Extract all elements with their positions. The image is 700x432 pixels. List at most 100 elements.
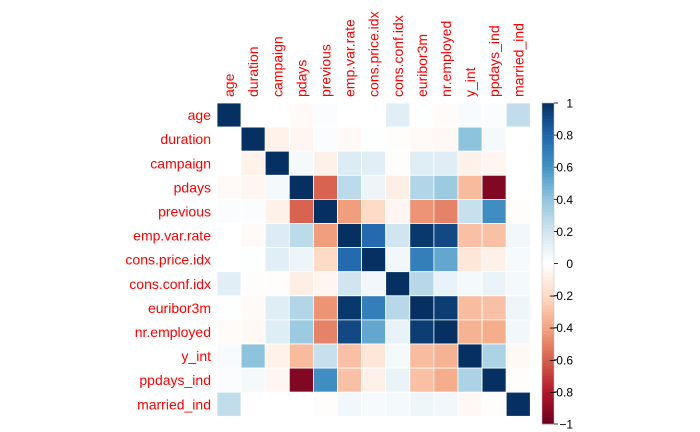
heatmap-cell-y_int-emp.var.rate xyxy=(337,343,363,369)
heatmap-cell-cons.price.idx-ppdays_ind xyxy=(481,247,507,273)
heatmap-cell-nr.employed-age xyxy=(216,319,242,345)
heatmap-cell-nr.employed-duration xyxy=(240,319,266,345)
colorbar-segment xyxy=(542,250,554,255)
colorbar-segment xyxy=(542,176,554,181)
heatmap-cell-age-euribor3m xyxy=(409,102,435,128)
colorbar-segment xyxy=(542,205,554,210)
heatmap-cell-campaign-married_ind xyxy=(505,150,531,176)
column-label-nr.employed: nr.employed xyxy=(438,21,454,97)
heatmap-cell-y_int-y_int xyxy=(457,343,483,369)
heatmap-cell-y_int-cons.conf.idx xyxy=(385,343,411,369)
column-label-emp.var.rate: emp.var.rate xyxy=(342,19,358,97)
row-label-ppdays_ind: ppdays_ind xyxy=(139,372,211,388)
colorbar-segment xyxy=(542,119,554,123)
colorbar-segment xyxy=(542,221,554,226)
heatmap-cell-age-married_ind xyxy=(505,102,531,128)
heatmap-cell-emp.var.rate-cons.conf.idx xyxy=(385,223,411,249)
colorbar-segment xyxy=(542,420,554,425)
colorbar-segment xyxy=(542,311,554,316)
colorbar-segment xyxy=(542,324,554,328)
heatmap-cell-euribor3m-previous xyxy=(312,295,338,321)
heatmap-cell-emp.var.rate-euribor3m xyxy=(409,223,435,249)
heatmap-cell-cons.conf.idx-married_ind xyxy=(505,271,531,297)
colorbar-segment xyxy=(542,163,554,168)
heatmap-cell-ppdays_ind-euribor3m xyxy=(409,367,435,393)
heatmap-cell-pdays-emp.var.rate xyxy=(337,174,363,200)
heatmap-cell-cons.price.idx-duration xyxy=(240,247,266,273)
colorbar-segment xyxy=(542,298,554,303)
heatmap-cell-age-campaign xyxy=(264,102,290,128)
heatmap-cell-age-ppdays_ind xyxy=(481,102,507,128)
heatmap-cell-campaign-cons.price.idx xyxy=(361,150,387,176)
row-label-campaign: campaign xyxy=(150,155,211,171)
heatmap-cell-cons.conf.idx-nr.employed xyxy=(433,271,459,297)
heatmap-cell-previous-previous xyxy=(312,198,338,224)
colorbar-segment xyxy=(542,388,554,393)
heatmap-cell-married_ind-nr.employed xyxy=(433,391,459,417)
colorbar-segment xyxy=(542,247,554,251)
heatmap-cell-duration-y_int xyxy=(457,126,483,152)
heatmap-cell-emp.var.rate-age xyxy=(216,223,242,249)
heatmap-cell-euribor3m-pdays xyxy=(288,295,314,321)
heatmap-cell-cons.conf.idx-cons.price.idx xyxy=(361,271,387,297)
colorbar-segment xyxy=(542,273,554,277)
heatmap-cell-age-cons.conf.idx xyxy=(385,102,411,128)
heatmap-cell-age-duration xyxy=(240,102,266,128)
heatmap-cell-y_int-ppdays_ind xyxy=(481,343,507,369)
heatmap-cell-pdays-duration xyxy=(240,174,266,200)
colorbar-segment xyxy=(542,157,554,162)
heatmap-cell-euribor3m-emp.var.rate xyxy=(337,295,363,321)
heatmap-cell-married_ind-emp.var.rate xyxy=(337,391,363,417)
colorbar-segment xyxy=(542,308,554,312)
row-label-euribor3m: euribor3m xyxy=(148,300,211,316)
heatmap-cell-ppdays_ind-previous xyxy=(312,367,338,393)
colorbar-tick-label: −0.4 xyxy=(549,321,573,335)
heatmap-cell-euribor3m-age xyxy=(216,295,242,321)
colorbar-segment xyxy=(542,305,554,309)
colorbar-segment xyxy=(542,407,554,412)
heatmap-cell-married_ind-cons.price.idx xyxy=(361,391,387,417)
row-label-nr.employed: nr.employed xyxy=(135,324,211,340)
colorbar-segment xyxy=(542,385,554,389)
heatmap-cell-age-cons.price.idx xyxy=(361,102,387,128)
colorbar-segment xyxy=(542,228,554,232)
heatmap-cell-campaign-nr.employed xyxy=(433,150,459,176)
colorbar-segment xyxy=(542,144,554,149)
colorbar-segment xyxy=(542,285,554,290)
heatmap-cell-married_ind-euribor3m xyxy=(409,391,435,417)
colorbar-segment xyxy=(542,295,554,300)
colorbar-segment xyxy=(542,372,554,377)
heatmap-cell-y_int-nr.employed xyxy=(433,343,459,369)
heatmap-cell-pdays-y_int xyxy=(457,174,483,200)
heatmap-cell-pdays-age xyxy=(216,174,242,200)
colorbar-segment xyxy=(542,414,554,418)
colorbar-segment xyxy=(542,343,554,348)
column-labels: age duration campaign pdays previous emp.var.… xyxy=(221,11,526,97)
heatmap-cell-euribor3m-campaign xyxy=(264,295,290,321)
column-label-y_int: y_int xyxy=(462,67,478,97)
heatmap-cell-nr.employed-married_ind xyxy=(505,319,531,345)
heatmap-cell-emp.var.rate-married_ind xyxy=(505,223,531,249)
heatmap-cell-emp.var.rate-y_int xyxy=(457,223,483,249)
heatmap-cell-age-nr.employed xyxy=(433,102,459,128)
colorbar-segment xyxy=(542,330,554,335)
heatmap-cell-duration-ppdays_ind xyxy=(481,126,507,152)
heatmap-cell-previous-euribor3m xyxy=(409,198,435,224)
colorbar-segment xyxy=(542,334,554,338)
heatmap-cell-cons.price.idx-emp.var.rate xyxy=(337,247,363,273)
heatmap-cell-ppdays_ind-cons.price.idx xyxy=(361,367,387,393)
heatmap-cell-nr.employed-emp.var.rate xyxy=(337,319,363,345)
heatmap-cell-cons.price.idx-age xyxy=(216,247,242,273)
heatmap-cell-y_int-married_ind xyxy=(505,343,531,369)
colorbar-tick-label: −0.8 xyxy=(549,385,573,399)
heatmap-cell-previous-duration xyxy=(240,198,266,224)
heatmap-cell-euribor3m-nr.employed xyxy=(433,295,459,321)
heatmap-cell-ppdays_ind-cons.conf.idx xyxy=(385,367,411,393)
colorbar-segment xyxy=(542,346,554,351)
colorbar-segment xyxy=(542,170,554,174)
heatmap-cell-duration-cons.conf.idx xyxy=(385,126,411,152)
heatmap-cell-cons.price.idx-previous xyxy=(312,247,338,273)
colorbar-tick-label: 0.8 xyxy=(556,129,573,143)
colorbar-segment xyxy=(542,128,554,133)
